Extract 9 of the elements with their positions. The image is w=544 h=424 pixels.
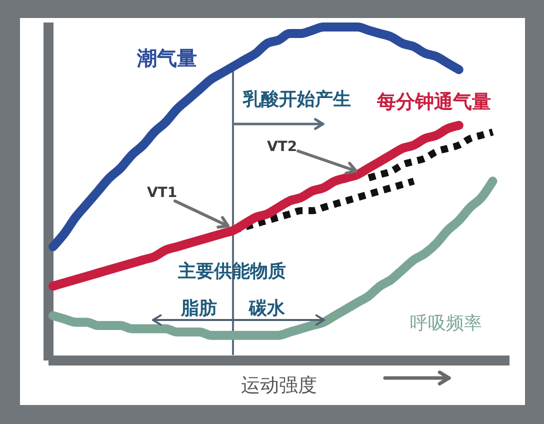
text: 呼吸频率 <box>410 313 482 334</box>
annotation: VT1 <box>146 185 178 201</box>
annotation: 碳水 <box>248 298 286 319</box>
annotation: VT2 <box>266 139 298 155</box>
x-axis-title: 运动强度 <box>241 374 317 396</box>
annotation: 脂肪 <box>180 298 217 319</box>
annotation: 乳酸开始产生 <box>242 89 351 110</box>
series-label: 潮气量 <box>136 46 197 70</box>
series-label: 每分钟通气量 <box>376 91 491 113</box>
